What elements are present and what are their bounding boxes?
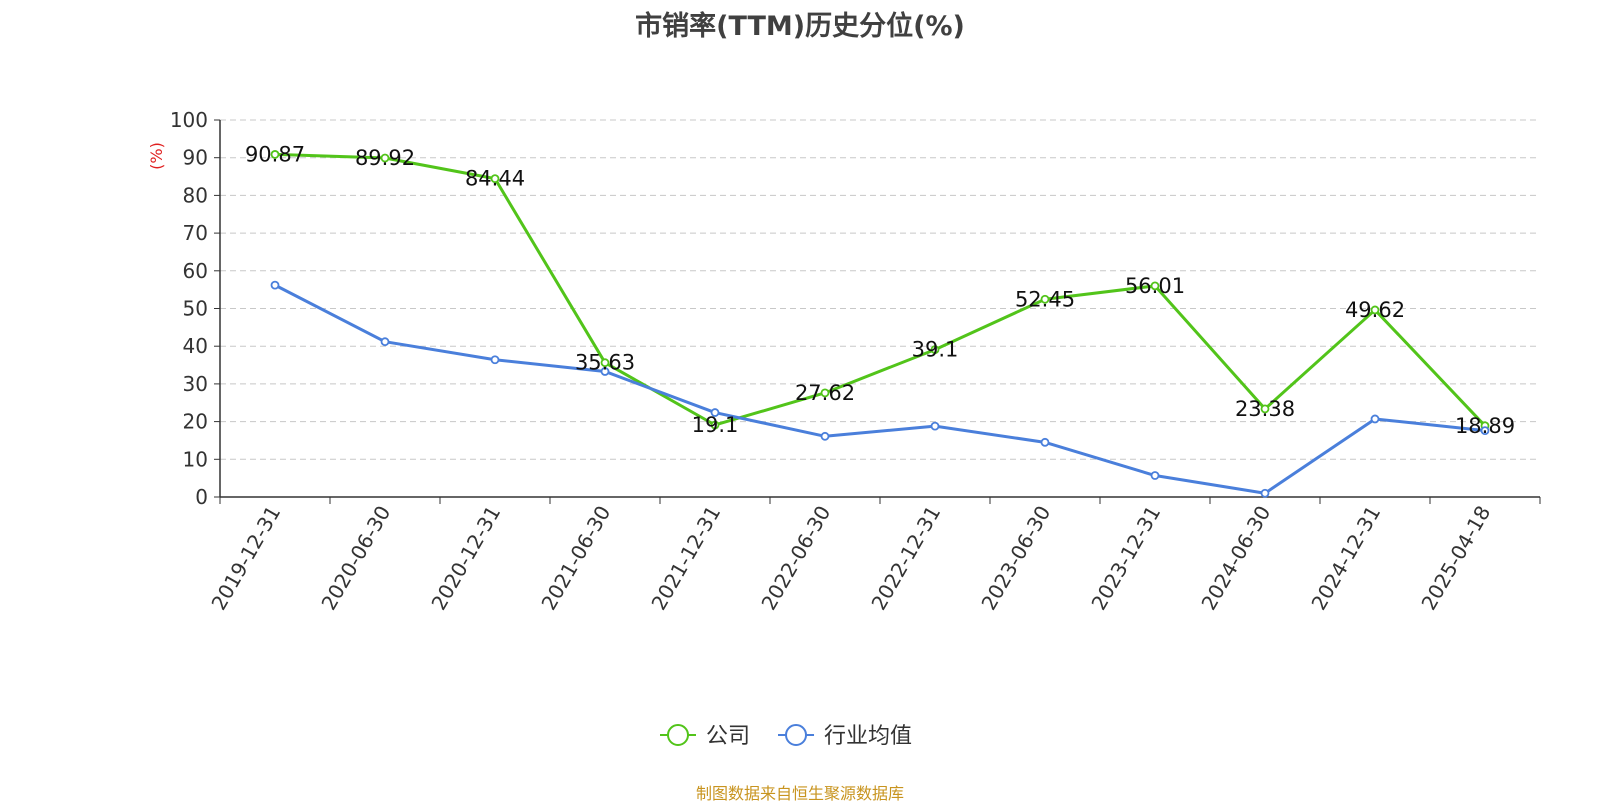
data-point <box>490 174 500 184</box>
series <box>270 150 1490 498</box>
data-point <box>1370 305 1380 315</box>
x-tick-label: 2019-12-31 <box>206 502 285 615</box>
data-point <box>380 337 390 347</box>
y-tick-label: 10 <box>183 447 208 471</box>
y-tick-label: 70 <box>183 221 208 245</box>
data-point <box>1370 414 1380 424</box>
data-label: 84.44 <box>465 167 525 191</box>
legend-label: 行业均值 <box>824 724 912 749</box>
y-tick-label: 90 <box>183 146 208 170</box>
data-point <box>1260 488 1270 498</box>
data-label: 56.01 <box>1125 274 1185 298</box>
data-point <box>270 150 280 159</box>
data-label: 18.89 <box>1455 414 1515 438</box>
data-label: 52.45 <box>1015 287 1075 311</box>
data-point <box>1260 404 1270 414</box>
x-tick-label: 2022-06-30 <box>756 502 835 615</box>
y-tick-label: 60 <box>183 259 208 283</box>
data-label: 39.1 <box>912 338 959 362</box>
data-label: 35.63 <box>575 351 635 375</box>
y-tick-label: 50 <box>183 297 208 321</box>
data-point <box>1040 437 1050 447</box>
x-tick-label: 2021-12-31 <box>646 502 725 615</box>
data-point <box>1150 471 1160 480</box>
legend: 公司 行业均值 <box>660 724 912 749</box>
x-tick-label: 2023-06-30 <box>976 502 1055 615</box>
legend-marker <box>667 724 689 746</box>
y-tick-label: 40 <box>183 334 208 358</box>
data-point <box>600 367 610 376</box>
source-note: 制图数据来自恒生聚源数据库 <box>695 784 904 803</box>
y-axis-label: (%) <box>147 142 166 170</box>
data-label: 23.38 <box>1235 397 1295 421</box>
grid-lines <box>220 119 1540 460</box>
chart-title: 市销率(TTM)历史分位(%) <box>635 11 965 42</box>
legend-marker <box>785 724 808 746</box>
data-point <box>270 280 280 290</box>
y-tick-label: 20 <box>183 410 208 434</box>
series-line <box>274 152 1487 427</box>
x-tick-label: 2020-12-31 <box>426 502 505 615</box>
y-tick-label: 100 <box>170 108 208 132</box>
data-label: 49.62 <box>1345 298 1405 322</box>
y-tick-label: 0 <box>195 485 208 509</box>
data-point <box>600 358 610 368</box>
x-tick-label: 2020-06-30 <box>316 502 395 615</box>
data-label: 89.92 <box>355 146 415 170</box>
data-point <box>710 420 720 430</box>
x-tick-label: 2024-12-31 <box>1306 502 1385 615</box>
y-tick-label: 30 <box>183 372 208 396</box>
x-tick-label: 2024-06-30 <box>1196 502 1275 615</box>
data-labels: 90.87 89.92 84.44 35.63 19.1 27.62 39.1 52.45 56… <box>245 142 1515 437</box>
axes: 0 10 20 30 40 50 60 70 80 90 100 2019-12-31 2020-06-… <box>170 108 1541 615</box>
data-label: 19.1 <box>692 413 739 437</box>
data-point <box>820 388 830 398</box>
x-tick-label: 2022-12-31 <box>866 502 945 615</box>
x-tick-label: 2025-04-18 <box>1416 502 1495 615</box>
data-point <box>1040 294 1050 304</box>
data-point <box>930 345 940 354</box>
data-label: 27.62 <box>795 381 855 405</box>
x-tick-label: 2021-06-30 <box>536 502 615 615</box>
legend-label: 公司 <box>706 724 750 749</box>
data-point <box>1480 426 1490 436</box>
data-point <box>380 153 390 163</box>
data-point <box>710 408 720 417</box>
data-point <box>1150 281 1160 291</box>
x-tick-label: 2023-12-31 <box>1086 502 1165 615</box>
y-tick-label: 80 <box>183 183 208 207</box>
data-point <box>930 421 940 431</box>
data-label: 90.87 <box>245 142 305 166</box>
data-point <box>820 431 830 441</box>
data-point <box>490 355 500 365</box>
series-line <box>274 283 1486 495</box>
